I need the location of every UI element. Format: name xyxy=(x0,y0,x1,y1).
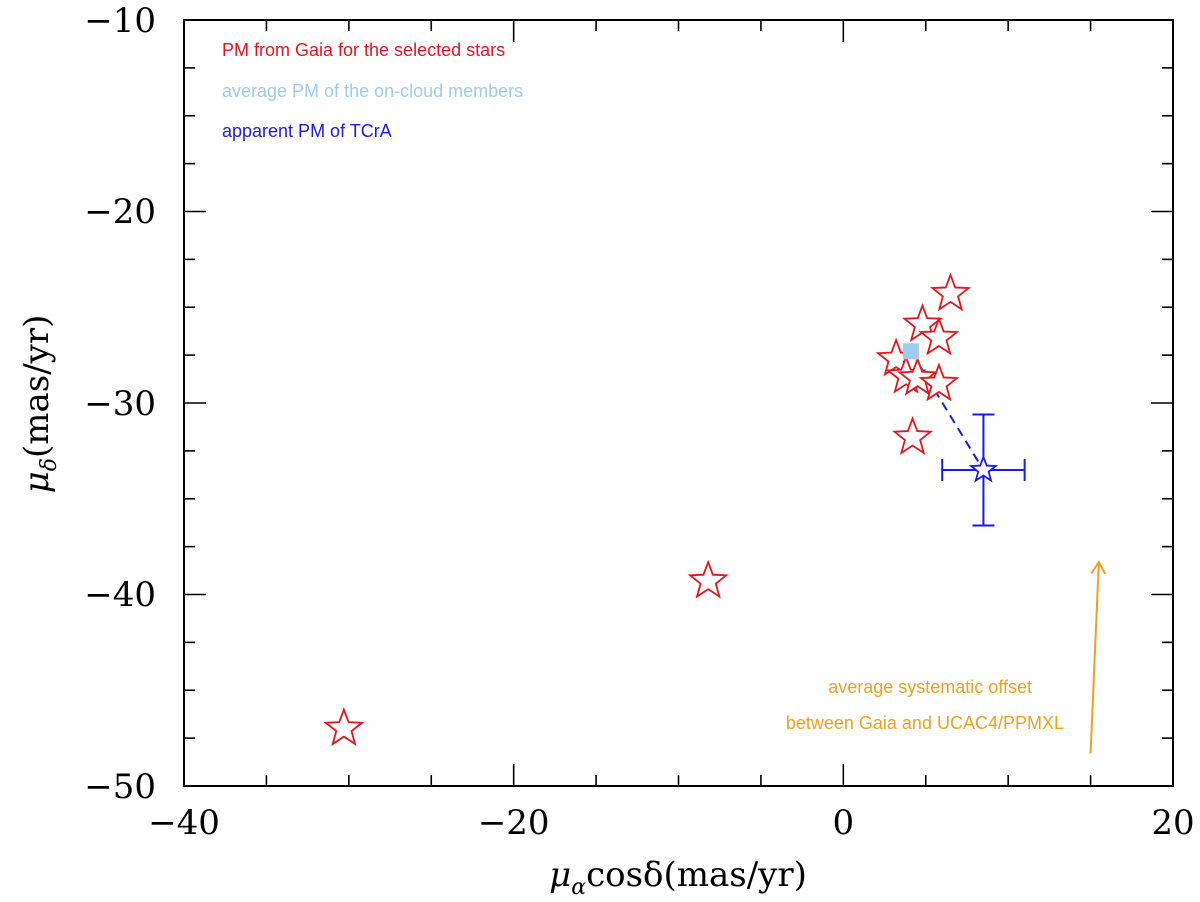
marks-layer xyxy=(323,272,1026,747)
minor-ticks xyxy=(184,20,1173,786)
gaia-star-point xyxy=(897,356,939,396)
y-axis-label-rest: (mas/yr) xyxy=(17,315,57,458)
gaia-star-point xyxy=(929,272,971,312)
offset-annotation-line-2: between Gaia and UCAC4/PPMXL xyxy=(786,713,1064,733)
y-axis-label-sub: δ xyxy=(37,458,62,471)
y-axis-label: μδ(mas/yr) xyxy=(17,315,62,494)
x-axis-label-rest: cosδ(mas/yr) xyxy=(586,855,807,895)
legend-tcra: apparent PM of TCrA xyxy=(222,121,392,141)
tcra-star-point xyxy=(968,454,999,483)
gaia-star-point xyxy=(323,707,365,747)
x-axis-label: μαcosδ(mas/yr) xyxy=(549,855,807,900)
gaia-star-point xyxy=(687,559,729,599)
y-tick-label: −50 xyxy=(84,767,156,807)
y-tick-label: −20 xyxy=(84,192,156,232)
x-tick-label: −40 xyxy=(148,803,220,843)
x-tick-label: 20 xyxy=(1151,803,1194,843)
y-tick-label: −40 xyxy=(84,575,156,615)
offset-annotation-line-1: average systematic offset xyxy=(828,677,1032,697)
x-tick-label: −20 xyxy=(478,803,550,843)
major-ticks xyxy=(183,19,1174,787)
x-tick-label: 0 xyxy=(832,803,854,843)
gaia-star-point xyxy=(892,416,934,456)
on-cloud-average-point xyxy=(902,343,919,360)
gaia-star-point xyxy=(918,362,960,402)
y-axis-label-mu: μ xyxy=(17,471,57,493)
legend-on-cloud-average: average PM of the on-cloud members xyxy=(222,81,523,101)
systematic-offset-arrow xyxy=(1089,562,1099,754)
y-tick-label: −10 xyxy=(84,1,156,41)
x-axis-label-sub: α xyxy=(571,875,586,900)
legend-gaia-stars: PM from Gaia for the selected stars xyxy=(222,40,505,60)
y-tick-label: −30 xyxy=(84,384,156,424)
gaia-star-point xyxy=(918,316,960,356)
x-axis-label-mu: μ xyxy=(549,855,571,895)
